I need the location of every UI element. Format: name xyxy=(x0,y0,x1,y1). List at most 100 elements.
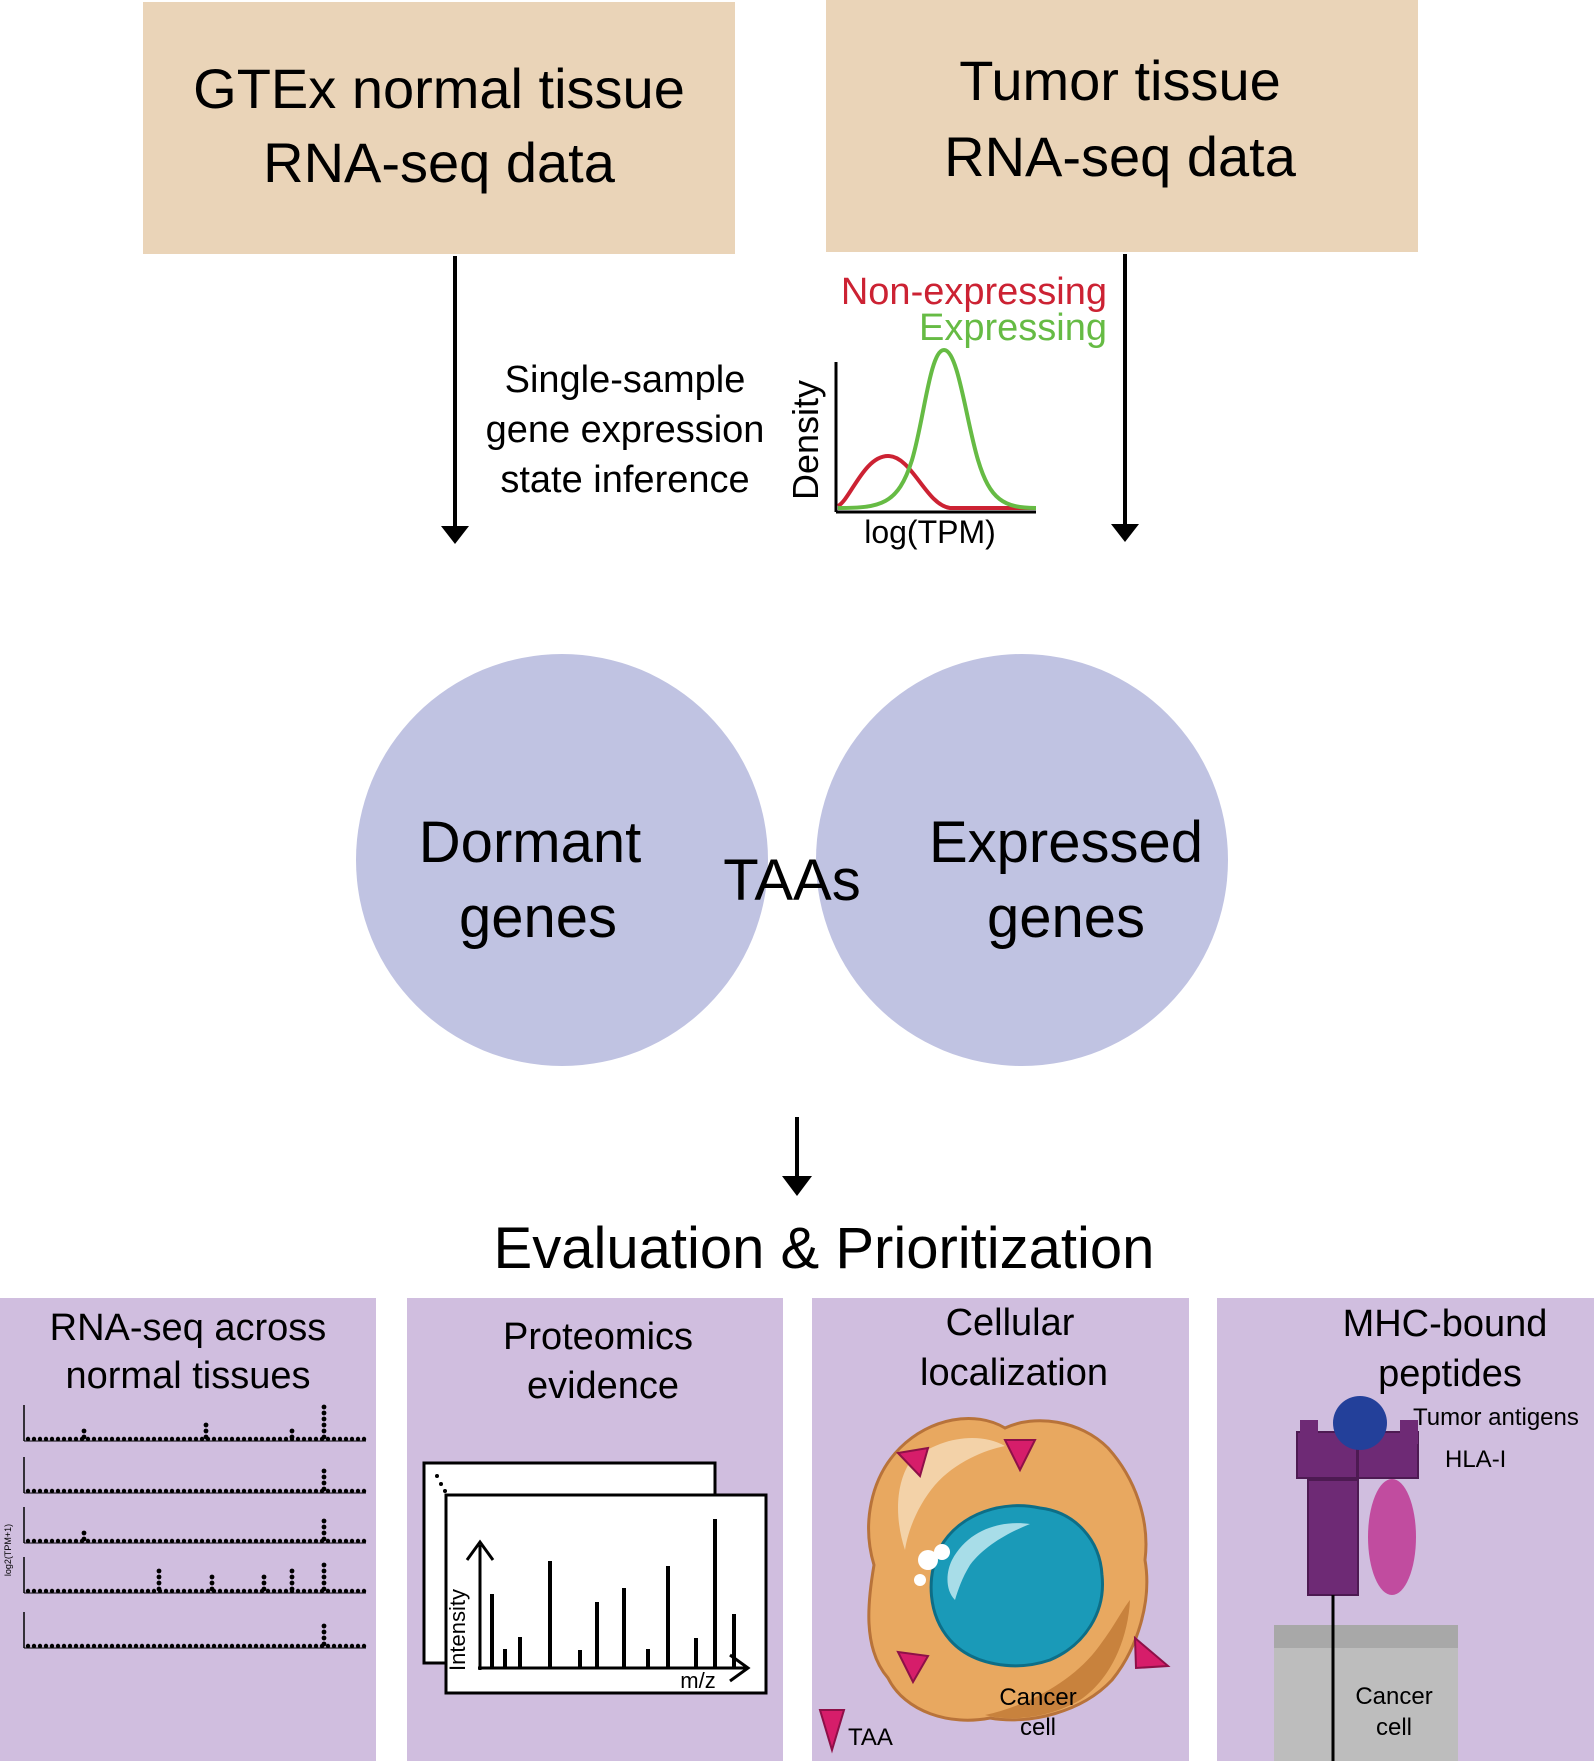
panel-proteomics: Proteomics evidence Intensity m/z xyxy=(407,1298,783,1761)
strip-dot xyxy=(151,1488,157,1494)
spectrum-ylabel: Intensity xyxy=(445,1589,470,1671)
strip-dot xyxy=(163,1488,169,1494)
strip-dot xyxy=(211,1436,217,1442)
strip-dot xyxy=(253,1538,259,1544)
strip-dot xyxy=(349,1436,355,1442)
spectrum-xlabel: m/z xyxy=(680,1668,715,1693)
strip-dot xyxy=(361,1588,367,1594)
strip-dot xyxy=(259,1538,265,1544)
strip-dot xyxy=(145,1538,151,1544)
strip-dot xyxy=(321,1524,327,1530)
strip-dot xyxy=(325,1538,331,1544)
strip-dot xyxy=(85,1643,91,1649)
strip-dot xyxy=(277,1488,283,1494)
strip-dot xyxy=(271,1488,277,1494)
strip-dot xyxy=(361,1538,367,1544)
strip-dot xyxy=(321,1428,327,1434)
strip-dot xyxy=(187,1588,193,1594)
strip-dot xyxy=(79,1588,85,1594)
strip-dot xyxy=(139,1436,145,1442)
strip-dot xyxy=(163,1436,169,1442)
strip-dot xyxy=(103,1643,109,1649)
strip-dot xyxy=(151,1538,157,1544)
strip-dot xyxy=(169,1538,175,1544)
strip-dot xyxy=(253,1588,259,1594)
strip-dot xyxy=(43,1436,49,1442)
strip-dot xyxy=(321,1586,327,1592)
strip-dot xyxy=(313,1488,319,1494)
inference-line2: gene expression xyxy=(486,409,765,451)
taa-marker xyxy=(1003,1439,1037,1473)
density-ylabel: Density xyxy=(785,380,826,500)
strip-dot xyxy=(301,1538,307,1544)
strip-dot xyxy=(127,1436,133,1442)
taa-label: TAAs xyxy=(723,848,861,913)
strip-dot xyxy=(55,1538,61,1544)
strip-dot xyxy=(331,1436,337,1442)
strip-dot xyxy=(289,1428,295,1434)
strip-dot xyxy=(265,1538,271,1544)
mhc-cancer-cell-line1: Cancer xyxy=(1355,1683,1432,1710)
strip-dot xyxy=(265,1436,271,1442)
strip-dot xyxy=(79,1488,85,1494)
strip-dot xyxy=(121,1588,127,1594)
panel-rnaseq-title-line2: normal tissues xyxy=(66,1355,311,1397)
panel-mhc: MHC-bound peptides Tumor antigens HLA-I … xyxy=(1217,1298,1594,1761)
nucleolus-bubble xyxy=(918,1550,938,1570)
strip-dot xyxy=(121,1538,127,1544)
strip-dot xyxy=(151,1436,157,1442)
strip-dot xyxy=(229,1643,235,1649)
strip-dot xyxy=(61,1488,67,1494)
strip-dot xyxy=(321,1404,327,1410)
strip-dot xyxy=(49,1436,55,1442)
strip-dot xyxy=(355,1643,361,1649)
strip-dot xyxy=(169,1588,175,1594)
strip-dot xyxy=(271,1538,277,1544)
strip-dot xyxy=(361,1643,367,1649)
strip-dot xyxy=(91,1488,97,1494)
spectrum-dot xyxy=(435,1474,439,1478)
strip-dot xyxy=(145,1588,151,1594)
expressing-curve xyxy=(837,347,1037,510)
strip-dot xyxy=(355,1488,361,1494)
spectrum-dot xyxy=(439,1482,443,1486)
inference-line1: Single-sample xyxy=(505,359,746,401)
strip-dot xyxy=(331,1588,337,1594)
gtex-title-line1: GTEx normal tissue xyxy=(193,57,685,120)
strip-dot xyxy=(283,1588,289,1594)
gtex-box-bg xyxy=(143,2,735,254)
strip-dot xyxy=(97,1538,103,1544)
strip-dot xyxy=(157,1538,163,1544)
strip-dot xyxy=(331,1538,337,1544)
strip-dot xyxy=(321,1530,327,1536)
strip-dot xyxy=(349,1643,355,1649)
strip-dot xyxy=(307,1588,313,1594)
strip-dot xyxy=(67,1436,73,1442)
strip-dot xyxy=(203,1422,209,1428)
strip-dot xyxy=(321,1474,327,1480)
strip-dot xyxy=(193,1538,199,1544)
strip-dot xyxy=(247,1436,253,1442)
rnaseq-expression-strips xyxy=(23,1404,367,1649)
strip-dot xyxy=(247,1538,253,1544)
strip-dot xyxy=(307,1643,313,1649)
strip-dot xyxy=(289,1574,295,1580)
strip-dot xyxy=(103,1488,109,1494)
strip-dot xyxy=(37,1538,43,1544)
left-down-arrow xyxy=(441,256,469,544)
strip-dot xyxy=(361,1436,367,1442)
strip-dot xyxy=(289,1586,295,1592)
strip-dot xyxy=(193,1643,199,1649)
panel-rnaseq-title-line1: RNA-seq across xyxy=(50,1307,327,1349)
strip-dot xyxy=(205,1643,211,1649)
strip-dot xyxy=(25,1488,31,1494)
strip-dot xyxy=(209,1580,215,1586)
strip-dot xyxy=(109,1588,115,1594)
strip-dot xyxy=(145,1436,151,1442)
strip-dot xyxy=(156,1568,162,1574)
strip-dot xyxy=(205,1538,211,1544)
dormant-label-line1: Dormant xyxy=(419,810,641,875)
strip-dot xyxy=(109,1643,115,1649)
strip-dot xyxy=(321,1568,327,1574)
strip-dot xyxy=(115,1488,121,1494)
